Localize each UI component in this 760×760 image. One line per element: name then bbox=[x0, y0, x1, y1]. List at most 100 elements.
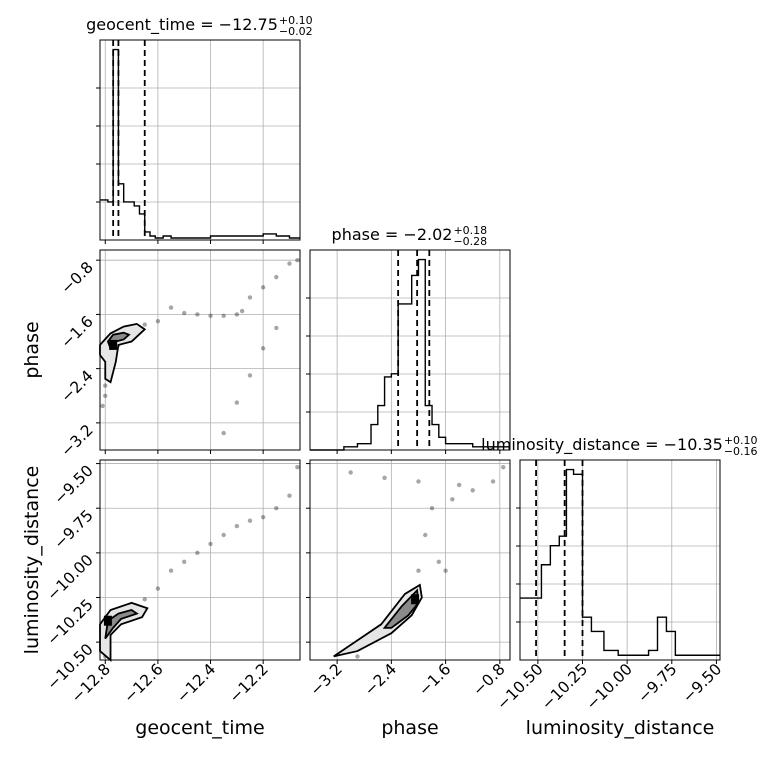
sample-point bbox=[443, 568, 448, 573]
scatter-panel-geocent_time-luminosity_distance: −12.8 −12.6 −12.4 −12.2−10.50−10.25−10.00−9… bbox=[44, 459, 301, 706]
sample-point bbox=[416, 568, 421, 573]
sample-point bbox=[348, 470, 353, 475]
x-axis-label-luminosity_distance: luminosity_distance bbox=[526, 717, 715, 739]
sample-point bbox=[429, 506, 435, 511]
sample-point bbox=[450, 497, 455, 502]
plot-background bbox=[100, 460, 300, 660]
sample-point bbox=[260, 346, 266, 351]
sample-point bbox=[195, 550, 200, 556]
sample-point bbox=[103, 383, 108, 388]
sample-point bbox=[221, 532, 226, 538]
sample-point bbox=[260, 514, 266, 520]
tick-label-y: −9.50 bbox=[51, 462, 97, 508]
tick-label-x: −9.75 bbox=[634, 660, 680, 706]
title-upper-error: +0.18 bbox=[453, 224, 487, 237]
sample-point bbox=[274, 274, 279, 280]
tick-label-x: −2.4 bbox=[361, 660, 400, 699]
title-value: geocent_time = −12.75 bbox=[86, 15, 278, 35]
histogram-step bbox=[520, 468, 720, 656]
tick-label-x: −3.2 bbox=[307, 660, 346, 699]
sample-point bbox=[456, 482, 462, 488]
sample-point bbox=[195, 312, 200, 317]
tick-label-y: −0.8 bbox=[57, 258, 96, 297]
sample-point bbox=[423, 532, 428, 538]
sample-point bbox=[260, 285, 266, 290]
tick-label-x: −10.25 bbox=[538, 660, 591, 713]
sample-point bbox=[182, 559, 187, 564]
hist-panel-geocent_time: geocent_time = −12.75 +0.10−0.02 bbox=[86, 14, 313, 244]
sample-point bbox=[168, 305, 174, 310]
sample-point bbox=[501, 464, 506, 470]
sample-point bbox=[239, 308, 245, 314]
axes-frame bbox=[309, 459, 511, 661]
x-axis-label-phase: phase bbox=[381, 717, 438, 739]
sample-point bbox=[436, 559, 442, 564]
axes-frame bbox=[99, 39, 301, 241]
scatter-panel-geocent_time-phase: −3.2 −2.4 −1.6 −0.8 bbox=[57, 249, 301, 460]
density-contour bbox=[333, 583, 423, 658]
tick-label-y: −10.00 bbox=[44, 551, 97, 604]
tick-label-x: −12.6 bbox=[120, 660, 166, 706]
sample-point bbox=[274, 506, 279, 511]
sample-point bbox=[287, 261, 292, 266]
tick-label-x: −12.4 bbox=[173, 660, 219, 706]
sample-point bbox=[208, 313, 213, 318]
title-lower-error: −0.02 bbox=[279, 25, 313, 38]
sample-point bbox=[355, 654, 360, 659]
tick-label-x: −12.2 bbox=[226, 660, 272, 706]
density-peak bbox=[109, 339, 118, 350]
sample-point bbox=[234, 400, 240, 405]
sample-point bbox=[168, 568, 174, 573]
sample-point bbox=[490, 479, 496, 484]
sample-point bbox=[103, 393, 108, 398]
sample-point bbox=[416, 479, 421, 484]
sample-point bbox=[182, 310, 187, 316]
sample-point bbox=[155, 318, 161, 324]
tick-label-y: −1.6 bbox=[57, 313, 96, 352]
sample-point bbox=[247, 373, 253, 378]
plot-background bbox=[100, 250, 300, 450]
sample-point bbox=[274, 325, 279, 331]
axes-frame bbox=[309, 249, 511, 451]
sample-point bbox=[287, 493, 292, 498]
sample-point bbox=[221, 313, 226, 318]
title-value: phase = −2.02 bbox=[332, 225, 453, 244]
axes-frame bbox=[99, 249, 301, 451]
plot-background bbox=[100, 40, 300, 240]
histogram-step bbox=[310, 258, 510, 451]
sample-point bbox=[295, 464, 300, 470]
tick-label-y: −2.4 bbox=[57, 367, 96, 406]
sample-point bbox=[234, 523, 240, 529]
title-upper-error: +0.10 bbox=[724, 434, 758, 447]
hist-panel-luminosity_distance: −10.50−10.25−10.00−9.75−9.50luminosity_d… bbox=[481, 434, 757, 713]
tick-label-y: −3.2 bbox=[57, 421, 96, 460]
tick-label-y: −10.25 bbox=[44, 596, 97, 649]
y-axis-label-phase: phase bbox=[21, 321, 43, 378]
sample-point bbox=[155, 586, 161, 591]
plot-background bbox=[310, 460, 510, 660]
density-peak bbox=[103, 615, 112, 626]
plot-background bbox=[310, 250, 510, 450]
sample-point bbox=[100, 403, 105, 409]
param-title-luminosity_distance: luminosity_distance = −10.35 bbox=[481, 435, 723, 455]
sample-point bbox=[247, 518, 253, 523]
y-axis-label-luminosity_distance: luminosity_distance bbox=[21, 466, 43, 655]
sample-point bbox=[208, 541, 213, 547]
plot-background bbox=[520, 460, 720, 660]
sample-point bbox=[382, 475, 387, 481]
axes-frame bbox=[99, 459, 301, 661]
sample-point bbox=[247, 295, 253, 300]
title-upper-error: +0.10 bbox=[279, 14, 313, 27]
scatter-panel-phase-luminosity_distance: −3.2 −2.4 −1.6 −0.8 bbox=[306, 459, 511, 699]
x-axis-label-geocent_time: geocent_time bbox=[135, 717, 264, 739]
title-lower-error: −0.16 bbox=[724, 445, 758, 458]
sample-point bbox=[234, 312, 240, 317]
sample-point bbox=[142, 322, 147, 327]
title-lower-error: −0.28 bbox=[453, 235, 487, 248]
tick-label-x: −9.50 bbox=[679, 660, 725, 706]
axes-frame bbox=[519, 459, 721, 661]
hist-panel-phase: phase = −2.02 +0.18−0.28 bbox=[306, 224, 511, 454]
tick-label-y: −9.75 bbox=[51, 506, 97, 552]
sample-point bbox=[221, 430, 226, 436]
